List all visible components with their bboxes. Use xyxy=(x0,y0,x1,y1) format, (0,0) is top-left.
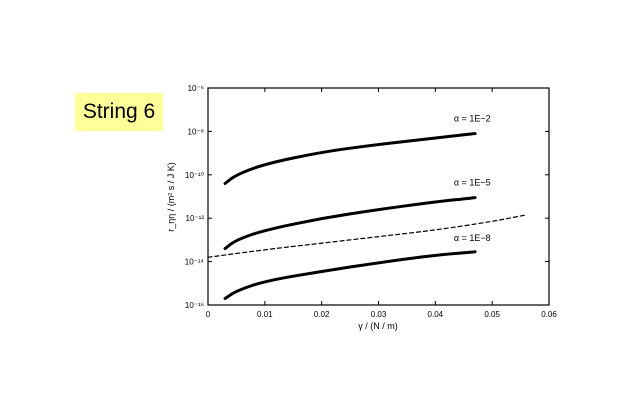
x-tick-label: 0.02 xyxy=(314,310,330,319)
x-tick-label: 0 xyxy=(206,310,211,319)
y-tick-label: 10⁻¹⁴ xyxy=(185,258,205,267)
series-annotation: α = 1E−8 xyxy=(454,233,491,243)
series-annotation: α = 1E−2 xyxy=(454,114,491,124)
x-tick-label: 0.05 xyxy=(484,310,500,319)
y-tick-label: 10⁻⁶ xyxy=(188,84,204,93)
y-axis-label: r_ηη / (m² s / J K) xyxy=(166,162,176,232)
y-tick-label: 10⁻¹² xyxy=(186,214,205,223)
x-tick-label: 0.01 xyxy=(257,310,273,319)
plot-frame xyxy=(207,87,550,306)
x-tick-label: 0.03 xyxy=(371,310,387,319)
series-line-1 xyxy=(223,196,477,251)
series-line-0 xyxy=(223,132,477,185)
slide-label: String 6 xyxy=(75,93,163,131)
series-line-3 xyxy=(223,250,477,300)
y-tick-label: 10⁻¹⁶ xyxy=(185,301,204,310)
annotations: α = 1E−2 α = 1E−5 α = 1E−8 xyxy=(454,114,491,243)
y-axis: 10⁻¹⁶ 10⁻¹⁴ 10⁻¹² 10⁻¹⁰ 10⁻⁸ 10⁻⁶ xyxy=(185,84,549,310)
x-tick-label: 0.06 xyxy=(541,310,557,319)
y-tick-label: 10⁻⁸ xyxy=(188,127,205,136)
x-axis: 0 0.01 0.02 0.03 0.04 0.05 0.06 xyxy=(206,88,557,319)
series-annotation: α = 1E−5 xyxy=(454,178,491,188)
series-group xyxy=(207,132,527,300)
y-tick-label: 10⁻¹⁰ xyxy=(185,171,204,180)
series-line-dashed xyxy=(207,214,527,258)
x-axis-label: γ / (N / m) xyxy=(358,321,398,331)
x-tick-label: 0.04 xyxy=(428,310,444,319)
